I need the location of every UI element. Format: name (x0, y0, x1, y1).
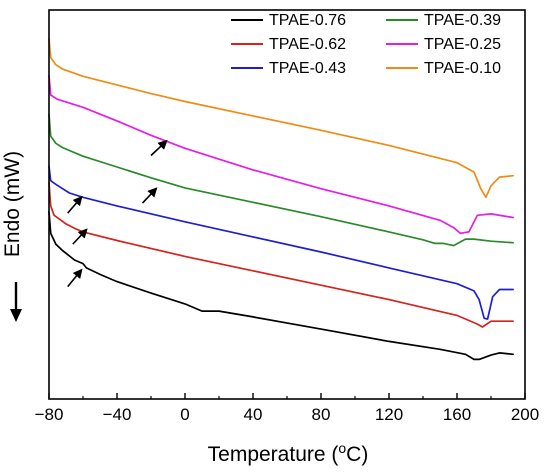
x-tick-label: 0 (180, 405, 189, 424)
x-axis-title-tail: C) (346, 443, 368, 466)
x-tick-label: 200 (511, 405, 539, 424)
legend-label-tpae-0-43: TPAE-0.43 (269, 60, 346, 77)
x-axis-title-main: Temperature ( (208, 443, 339, 466)
legend-label-tpae-0-62: TPAE-0.62 (269, 36, 346, 53)
legend-label-tpae-0-10: TPAE-0.10 (424, 60, 501, 77)
series-line-tpae-0-10 (48, 37, 514, 199)
transition-arrow-2 (72, 228, 88, 245)
x-tick-label: −80 (35, 405, 64, 424)
legend-label-tpae-0-39: TPAE-0.39 (424, 12, 501, 29)
x-axis: −80 −40 0 40 80 120 160 200 (35, 393, 539, 424)
series-line-tpae-0-76 (48, 210, 514, 361)
legend-label-tpae-0-25: TPAE-0.25 (424, 36, 501, 53)
x-tick-label: 40 (244, 405, 263, 424)
series-line-tpae-0-62 (48, 182, 514, 328)
transition-arrow-4 (141, 187, 158, 204)
x-tick-label: −40 (103, 405, 132, 424)
annotation-layer (67, 139, 168, 288)
endo-direction-arrow-head (10, 309, 22, 322)
endo-direction-arrow (10, 282, 22, 322)
series-line-tpae-0-43 (48, 165, 514, 320)
x-axis-title: Temperature (oC) (208, 440, 369, 466)
x-tick-label: 160 (443, 405, 471, 424)
transition-arrow-1 (67, 268, 83, 288)
legend: TPAE-0.76 TPAE-0.62 TPAE-0.43 TPAE-0.39 TPAE… (231, 12, 501, 77)
series-line-tpae-0-39 (48, 113, 514, 247)
series-layer (48, 37, 514, 361)
transition-arrow-5 (150, 139, 168, 157)
transition-arrow-3 (67, 195, 83, 214)
legend-label-tpae-0-76: TPAE-0.76 (269, 12, 346, 29)
x-tick-label: 80 (312, 405, 331, 424)
x-axis-title-sup: o (338, 440, 346, 456)
y-axis-title: Endo (mW) (1, 151, 24, 257)
x-tick-label: 120 (375, 405, 403, 424)
series-line-tpae-0-25 (48, 74, 514, 235)
